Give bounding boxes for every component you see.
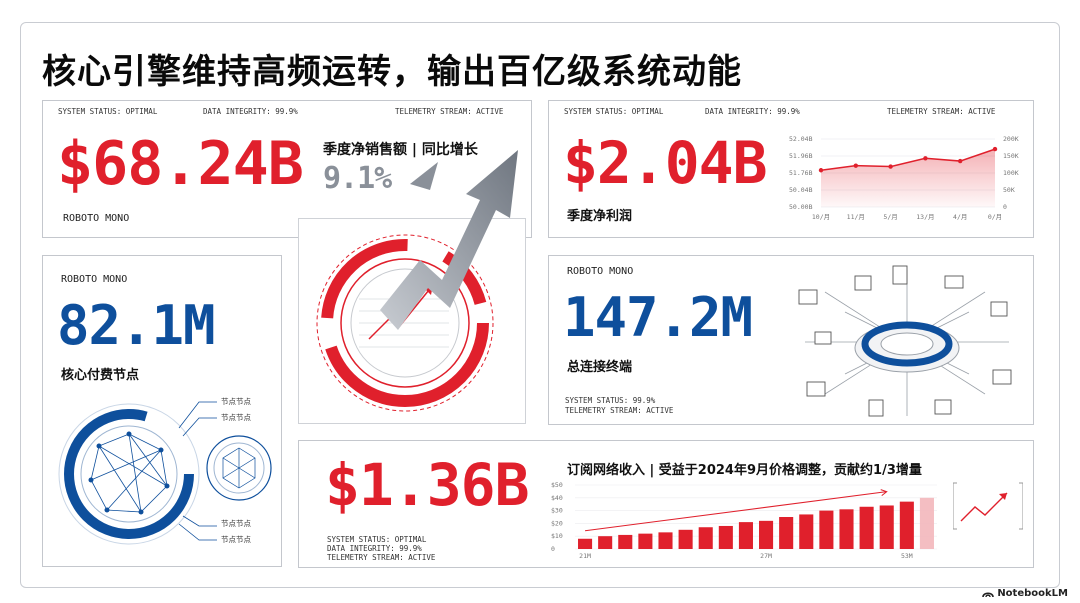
subscription-bar [899,501,914,549]
endpoints-label: 总连接终端 [567,360,633,375]
subscription-bar [638,533,653,549]
paid-value: 82.1M [57,294,216,357]
bar-y-tick: $40 [551,494,563,502]
brand-name: NotebookLM [997,588,1068,599]
profit-panel: SYSTEM STATUS: OPTIMAL DATA INTEGRITY: 9… [548,100,1034,238]
growth-arrow-icon [380,150,518,330]
profit-y-tick-right: 100K [1003,169,1019,177]
subscription-bar [779,517,794,549]
bar-x-tick: 53M [901,552,913,560]
status-system: SYSTEM STATUS: OPTIMAL [58,107,158,116]
subscription-value: $1.36B [325,451,530,519]
endpoints-panel: ROBOTO MONO 147.2M 总连接终端 SYSTEM STATUS: … [548,255,1034,425]
paid-label: 核心付费节点 [61,368,140,383]
profit-y-tick-right: 200K [1003,135,1019,143]
profit-value: $2.04B [563,129,768,197]
node-label-2: 节点节点 [221,413,251,422]
subscription-bar [738,522,753,549]
font-label: ROBOTO MONO [567,266,634,277]
status-telemetry: TELEMETRY STREAM: ACTIVE [395,107,504,116]
profit-point [992,146,998,152]
profit-y-tick-right: 50K [1003,186,1015,194]
sales-panel: SYSTEM STATUS: OPTIMAL DATA INTEGRITY: 9… [42,100,532,238]
profit-x-tick: 4/月 [953,213,967,221]
trend-arrow-icon [953,482,1023,530]
font-label: ROBOTO MONO [63,213,130,224]
profit-point [958,158,963,164]
subscription-bar-chart: $50 $40 $30 $20 $10 0 21M 27M 53M [551,481,937,560]
subscription-bar [839,509,854,549]
subscription-bar [718,525,733,549]
node-label-1: 节点节点 [221,397,251,406]
subscription-bar [919,497,934,549]
profit-x-tick: 13/月 [916,213,934,221]
sales-value: $68.24B [57,129,304,199]
subscription-bar [618,534,633,549]
node-network-graphic [58,401,272,545]
subscription-bar [879,505,894,549]
profit-area [821,149,995,207]
bar-y-tick: 0 [551,545,555,553]
profit-point [818,168,824,173]
status-telemetry: TELEMETRY STREAM: ACTIVE [327,553,436,562]
profit-y-tick: 51.96B [789,152,813,160]
profit-y-tick: 50.00B [789,203,813,211]
profit-x-tick: 10/月 [812,213,830,221]
growth-value: 9.1% [323,161,392,196]
iot-hub-graphic [798,265,1012,417]
node-label-3: 节点节点 [221,519,251,528]
profit-x-tick: 0/月 [988,213,1002,221]
bar-y-tick: $50 [551,481,563,489]
bar-x-tick: 27M [760,552,772,560]
subscription-bar [819,510,834,549]
subscription-bar [578,538,593,549]
growth-gauge-panel [298,218,526,424]
profit-point [853,163,858,168]
subscription-bar [598,536,613,549]
status-integrity: DATA INTEGRITY: 99.9% [705,107,800,116]
node-label-4: 节点节点 [221,535,251,544]
subscription-bar [658,532,673,549]
sales-heading: 季度净销售额 | 同比增长 [323,142,478,158]
brand-logo: NotebookLM [982,588,1068,599]
subscription-panel: $1.36B SYSTEM STATUS: OPTIMAL DATA INTEG… [298,440,1034,568]
profit-line [820,148,996,171]
status-telemetry: TELEMETRY STREAM: ACTIVE [565,406,674,415]
profit-y-tick: 51.76B [789,169,813,177]
subscription-bar [698,527,713,549]
subscription-bar [799,514,814,549]
status-system: SYSTEM STATUS: OPTIMAL [327,535,427,544]
status-integrity: DATA INTEGRITY: 99.9% [327,544,422,553]
subscription-bar [678,529,693,549]
font-label: ROBOTO MONO [61,274,128,285]
profit-x-tick: 5/月 [883,213,897,221]
profit-label: 季度净利润 [567,209,633,224]
profit-point [923,156,928,161]
page-title: 核心引擎维持高频运转，输出百亿级系统动能 [42,52,742,92]
bar-y-tick: $10 [551,532,563,540]
profit-x-tick: 11/月 [847,213,865,221]
profit-y-tick-right: 150K [1003,152,1019,160]
bar-y-tick: $30 [551,507,563,515]
notebook-icon [982,591,995,597]
profit-y-tick: 52.04B [789,135,813,143]
subscription-bar [859,506,874,549]
status-telemetry: TELEMETRY STREAM: ACTIVE [887,107,996,116]
subscription-bar [759,520,774,549]
trend-arrow-line [584,489,888,532]
status-system: SYSTEM STATUS: OPTIMAL [564,107,664,116]
profit-line-chart: 52.04B 51.96B 51.76B 50.04B 50.00B 200K 150K 1… [789,135,1019,221]
profit-y-tick: 50.04B [789,186,813,194]
bar-y-tick: $20 [551,519,563,527]
status-integrity: DATA INTEGRITY: 99.9% [203,107,298,116]
profit-point [888,164,893,169]
outer-frame [20,22,1060,588]
subscription-heading: 订阅网络收入 | 受益于2024年9月价格调整，贡献约1/3增量 [567,463,922,478]
profit-y-tick-right: 0 [1003,203,1007,211]
bar-x-tick: 21M [579,552,591,560]
status-system: SYSTEM STATUS: 99.9% [565,396,656,405]
endpoints-value: 147.2M [563,286,753,349]
paid-nodes-panel: ROBOTO MONO 82.1M 核心付费节点 节点节点 节点节点 节点节点 … [42,255,282,567]
